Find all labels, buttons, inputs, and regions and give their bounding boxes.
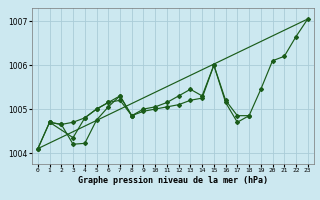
X-axis label: Graphe pression niveau de la mer (hPa): Graphe pression niveau de la mer (hPa) <box>78 176 268 185</box>
